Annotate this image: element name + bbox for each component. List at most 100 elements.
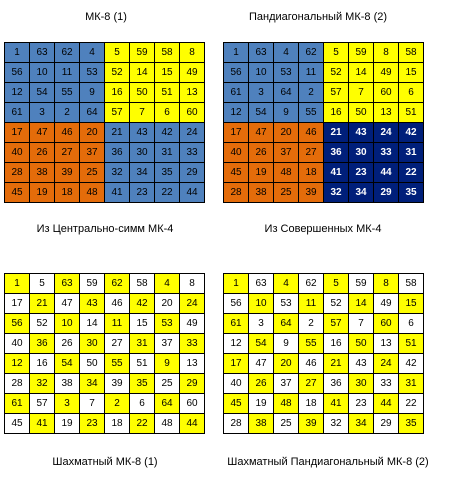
grid-cell: 13 bbox=[374, 334, 398, 353]
grid-cell: 29 bbox=[374, 183, 398, 202]
grid-cell: 28 bbox=[224, 183, 248, 202]
grid-cell: 16 bbox=[324, 103, 348, 122]
grid-cell: 28 bbox=[5, 163, 29, 182]
grid-cell: 9 bbox=[155, 354, 179, 373]
grid-cell: 44 bbox=[180, 414, 204, 433]
grid-cell: 30 bbox=[349, 143, 373, 162]
grid-cell: 57 bbox=[324, 314, 348, 333]
grid-cell: 43 bbox=[80, 294, 104, 313]
grid-cell: 51 bbox=[155, 83, 179, 102]
magic-square-chess-pandiagonal-mk8-2: 1 63 4 62 5 59 8 58 56 10 53 11 52 14 49 15 61 3 64 2 57 7 60 6… bbox=[223, 273, 424, 434]
grid-cell: 63 bbox=[55, 274, 79, 293]
grid-cell: 33 bbox=[180, 143, 204, 162]
grid-cell: 37 bbox=[274, 374, 298, 393]
grid-cell: 50 bbox=[349, 334, 373, 353]
grid-cell: 53 bbox=[80, 63, 104, 82]
grid-cell: 50 bbox=[130, 83, 154, 102]
grid-cell: 17 bbox=[224, 123, 248, 142]
grid-cell: 42 bbox=[399, 354, 423, 373]
grid-cell: 12 bbox=[5, 354, 29, 373]
grid-cell: 51 bbox=[399, 103, 423, 122]
grid-cell: 40 bbox=[224, 143, 248, 162]
grid-cell: 15 bbox=[399, 294, 423, 313]
grid-cell: 5 bbox=[324, 43, 348, 62]
grid-cell: 48 bbox=[274, 163, 298, 182]
grid-cell: 20 bbox=[80, 123, 104, 142]
grid-cell: 47 bbox=[249, 123, 273, 142]
grid-cell: 11 bbox=[105, 314, 129, 333]
grid-cell: 63 bbox=[249, 43, 273, 62]
grid-cell: 22 bbox=[130, 414, 154, 433]
grid-cell: 31 bbox=[399, 374, 423, 393]
grid-cell: 6 bbox=[130, 394, 154, 413]
grid-cell: 38 bbox=[249, 183, 273, 202]
grid-cell: 32 bbox=[324, 414, 348, 433]
grid-cell: 41 bbox=[105, 183, 129, 202]
grid-cell: 43 bbox=[349, 123, 373, 142]
grid-cell: 18 bbox=[299, 394, 323, 413]
grid-cell: 24 bbox=[180, 294, 204, 313]
grid-cell: 31 bbox=[155, 143, 179, 162]
grid-cell: 46 bbox=[55, 123, 79, 142]
grid-cell: 39 bbox=[299, 414, 323, 433]
grid-cell: 61 bbox=[224, 314, 248, 333]
grid-cell: 58 bbox=[130, 274, 154, 293]
magic-square-pandiagonal-mk8-2: 1 63 4 62 5 59 8 58 56 10 53 11 52 14 49 15 61 3 64 2 57 7 60 6… bbox=[223, 42, 424, 203]
grid-cell: 63 bbox=[30, 43, 54, 62]
grid-cell: 24 bbox=[374, 354, 398, 373]
grid-cell: 57 bbox=[30, 394, 54, 413]
grid-cell: 54 bbox=[249, 334, 273, 353]
grid-cell: 12 bbox=[224, 103, 248, 122]
grid-cell: 4 bbox=[274, 43, 298, 62]
grid-cell: 58 bbox=[399, 43, 423, 62]
grid-cell: 64 bbox=[155, 394, 179, 413]
grid-cell: 17 bbox=[5, 123, 29, 142]
grid-cell: 8 bbox=[180, 274, 204, 293]
grid-cell: 2 bbox=[299, 83, 323, 102]
grid-cell: 13 bbox=[374, 103, 398, 122]
grid-cell: 59 bbox=[349, 43, 373, 62]
grid-cell: 15 bbox=[130, 314, 154, 333]
grid-cell: 7 bbox=[349, 314, 373, 333]
grid-cell: 27 bbox=[105, 334, 129, 353]
grid-cell: 57 bbox=[324, 83, 348, 102]
grid-cell: 19 bbox=[249, 394, 273, 413]
grid-cell: 46 bbox=[105, 294, 129, 313]
grid-cell: 28 bbox=[5, 374, 29, 393]
grid-cell: 30 bbox=[80, 334, 104, 353]
grid-cell: 26 bbox=[249, 143, 273, 162]
grid-cell: 1 bbox=[224, 274, 248, 293]
grid-cell: 39 bbox=[299, 183, 323, 202]
grid-cell: 2 bbox=[105, 394, 129, 413]
grid-cell: 62 bbox=[299, 43, 323, 62]
grid-cell: 27 bbox=[299, 143, 323, 162]
grid-cell: 19 bbox=[55, 414, 79, 433]
grid-cell: 18 bbox=[55, 183, 79, 202]
caption-from-perfect-mk4: Из Совершенных МК-4 bbox=[264, 223, 382, 235]
grid-cell: 3 bbox=[55, 394, 79, 413]
grid-cell: 21 bbox=[324, 354, 348, 373]
grid-cell: 20 bbox=[274, 123, 298, 142]
grid-cell: 49 bbox=[180, 314, 204, 333]
grid-cell: 47 bbox=[249, 354, 273, 373]
grid-cell: 16 bbox=[105, 83, 129, 102]
grid-cell: 49 bbox=[374, 294, 398, 313]
grid-cell: 47 bbox=[55, 294, 79, 313]
grid-cell: 19 bbox=[30, 183, 54, 202]
grid-cell: 27 bbox=[299, 374, 323, 393]
grid-cell: 18 bbox=[299, 163, 323, 182]
grid-cell: 5 bbox=[30, 274, 54, 293]
grid-cell: 34 bbox=[349, 183, 373, 202]
grid-cell: 60 bbox=[180, 103, 204, 122]
grid-cell: 34 bbox=[349, 414, 373, 433]
magic-square-mk8-1: 1 63 62 4 5 59 58 8 56 10 11 53 52 14 15 49 12 54 55 9 16 50 5… bbox=[4, 42, 205, 203]
grid-cell: 36 bbox=[30, 334, 54, 353]
grid-cell: 19 bbox=[249, 163, 273, 182]
title-mk8-1: МК-8 (1) bbox=[85, 11, 127, 23]
title-pandiagonal-mk8-2: Пандиагональный МК-8 (2) bbox=[248, 11, 388, 23]
grid-cell: 17 bbox=[224, 354, 248, 373]
grid-cell: 15 bbox=[155, 63, 179, 82]
grid-cell: 11 bbox=[55, 63, 79, 82]
grid-cell: 62 bbox=[105, 274, 129, 293]
grid-cell: 10 bbox=[249, 294, 273, 313]
